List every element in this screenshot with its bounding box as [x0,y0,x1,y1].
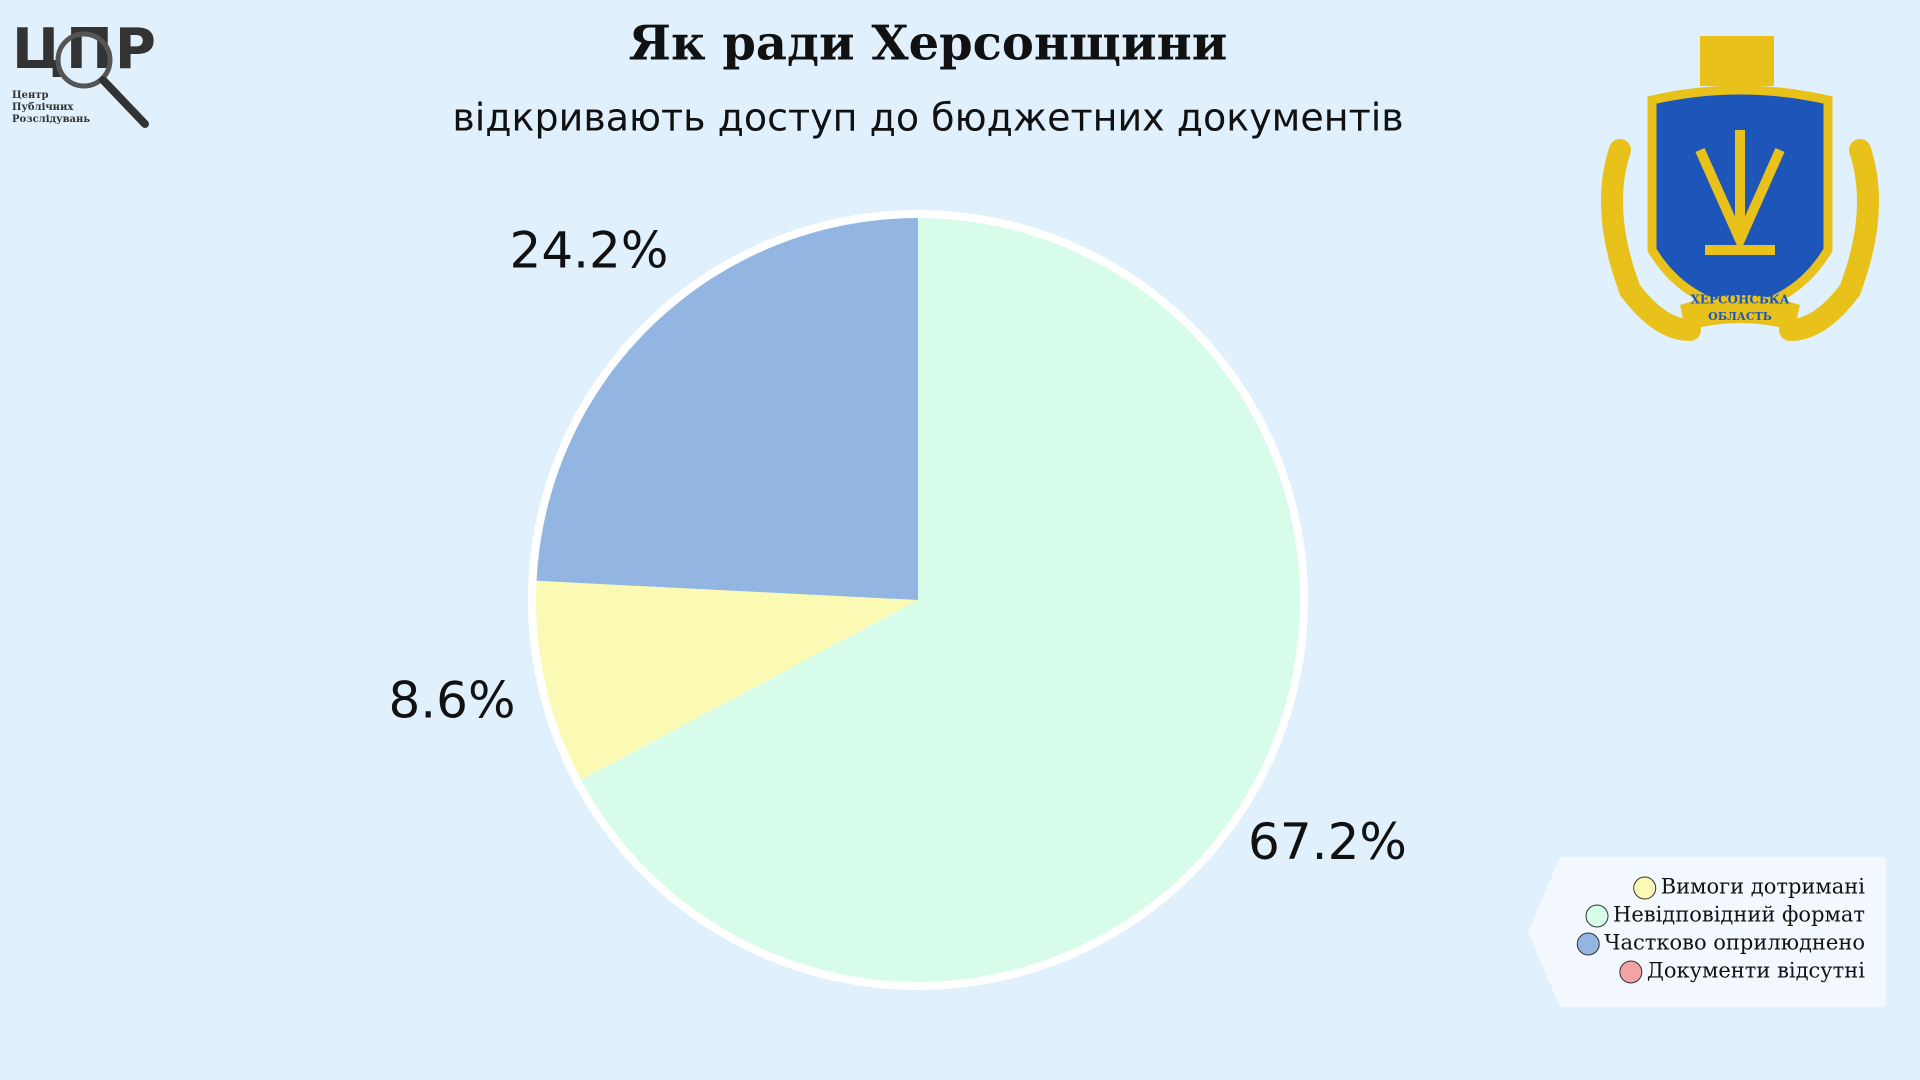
legend-swatch [1633,876,1657,900]
emblem-anchor [1695,130,1785,255]
emblem-ribbon: ХЕРСОНСЬКА [1691,293,1790,307]
legend-swatch [1585,904,1609,928]
logo-handle [99,76,149,128]
legend-swatch [1576,932,1600,956]
data-label: 8.6% [388,672,515,730]
legend-box [1528,857,1886,1007]
legend-label: Документи відсутні [1647,959,1865,983]
chart-title: Як ради Херсонщини [629,16,1228,72]
emblem-crown [1700,36,1774,86]
legend-label: Частково оприлюднено [1604,931,1865,955]
pie-slice [580,218,1300,982]
logo-text: ЦПР [12,17,158,82]
legend-label: Вимоги дотримані [1661,875,1866,899]
logo-caption: Публічних [12,102,74,113]
emblem: ХЕРСОНСЬКА ОБЛАСТЬ [1601,36,1879,341]
logo: ЦПР Центр Публічних Розслідувань [12,17,158,128]
logo-caption: Центр [12,90,49,101]
data-label: 67.2% [1248,813,1407,871]
emblem-ribbon-shape [1680,295,1800,331]
logo-lens [55,31,113,89]
chart-subtitle: відкривають доступ до бюджетних документ… [452,96,1403,140]
emblem-wreath [1601,139,1701,341]
legend: Вимоги дотримані Невідповідний формат Част… [1576,875,1866,984]
data-label: 24.2% [510,221,669,279]
legend-swatch [1619,960,1643,984]
pie: 8.6% 24.2% 67.2% [388,210,1407,990]
logo-caption: Розслідувань [12,114,90,125]
emblem-wreath [1779,139,1879,341]
legend-label: Невідповідний формат [1613,903,1865,927]
pie-slice [535,580,918,780]
emblem-ribbon: ОБЛАСТЬ [1708,310,1772,323]
pie-slice [536,218,918,600]
